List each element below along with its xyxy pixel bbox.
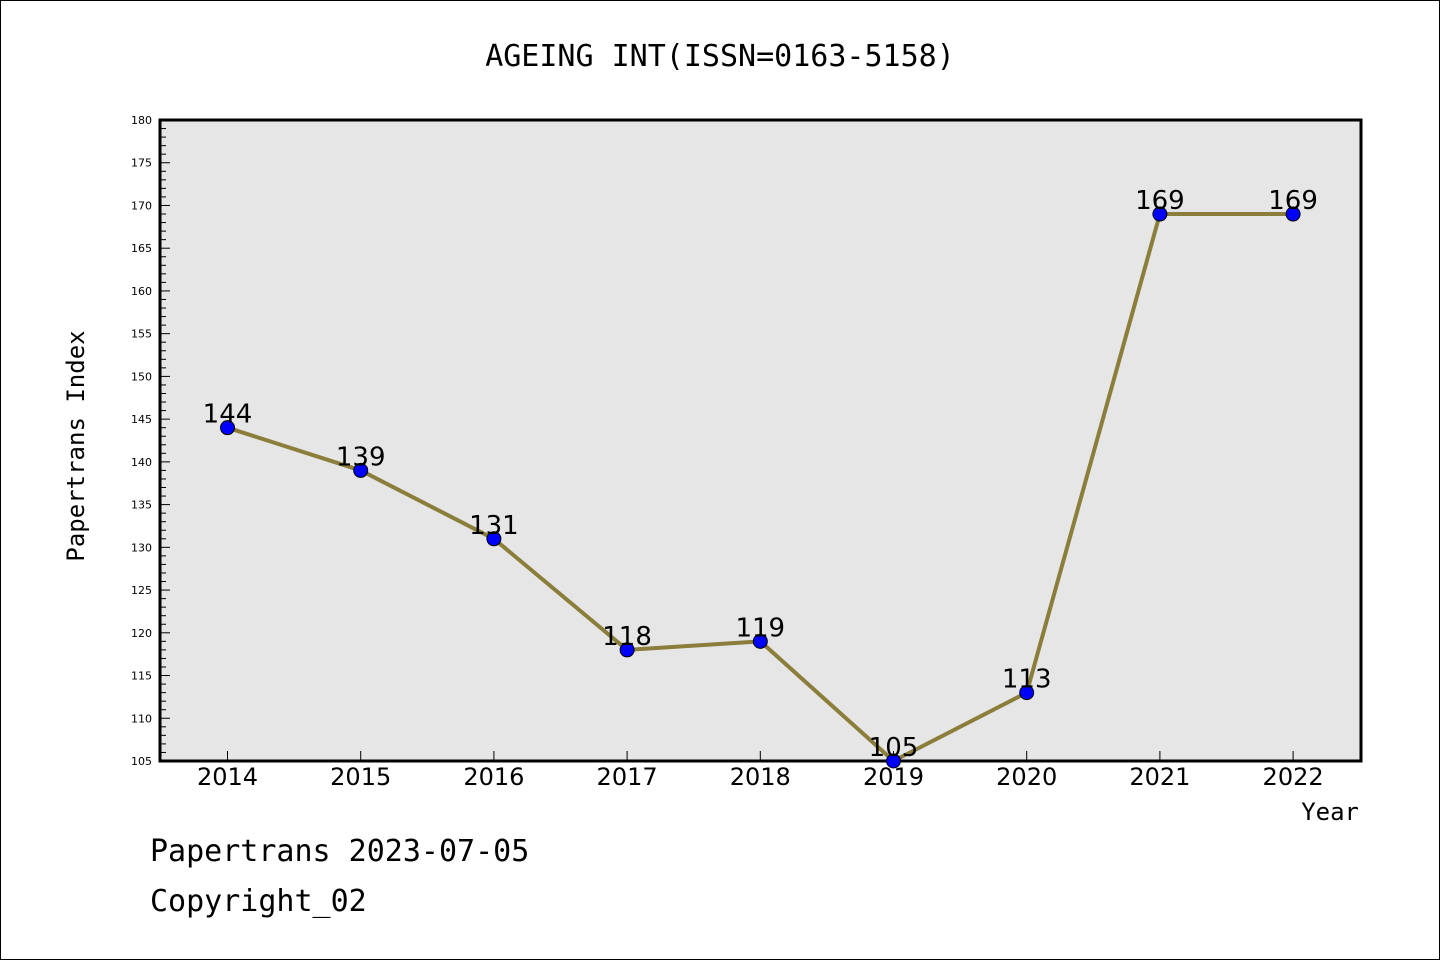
data-label: 118 [602, 622, 652, 652]
data-label: 131 [469, 511, 519, 541]
y-tick-label: 165 [131, 242, 152, 255]
y-axis: 105 110 115 120 125 130 135 140 145 150 155 160 165 1… [131, 114, 170, 768]
data-point [486, 531, 502, 547]
plot-area [158, 118, 1363, 763]
x-tick-label: 2014 [197, 763, 258, 791]
data-point [1019, 685, 1035, 701]
data-label: 169 [1268, 186, 1318, 216]
data-label: 139 [336, 442, 386, 472]
data-point [353, 462, 369, 478]
y-tick-label: 130 [131, 541, 152, 554]
x-axis-label: Year [1301, 798, 1359, 826]
x-tick-label: 2018 [730, 763, 791, 791]
y-tick-label: 175 [131, 157, 152, 170]
y-tick-label: 110 [131, 712, 152, 725]
data-point [1285, 206, 1301, 222]
data-point [1152, 206, 1168, 222]
data-label: 113 [1002, 665, 1052, 695]
y-tick-label: 105 [131, 755, 152, 768]
y-tick-label: 170 [131, 199, 152, 212]
x-tick-label: 2022 [1263, 763, 1324, 791]
footer-date: Papertrans 2023-07-05 [150, 834, 530, 869]
data-point [752, 633, 768, 649]
y-tick-label: 180 [131, 114, 152, 127]
x-tick-label: 2016 [463, 763, 524, 791]
y-tick-label: 120 [131, 627, 152, 640]
x-tick-label: 2021 [1129, 763, 1190, 791]
data-labels: 144 139 131 118 119 105 113 169 169 [203, 186, 1318, 763]
data-point [220, 420, 235, 436]
y-tick-label: 150 [131, 370, 152, 383]
x-tick-label: 2015 [330, 763, 391, 791]
data-label: 119 [735, 613, 785, 643]
y-tick-label: 135 [131, 499, 152, 512]
series-papertrans-index [220, 206, 1301, 769]
y-tick-label: 125 [131, 584, 152, 597]
y-tick-label: 155 [131, 328, 152, 341]
chart-title: AGEING INT(ISSN=0163-5158) [485, 39, 955, 74]
data-label: 169 [1135, 186, 1185, 216]
data-label: 144 [203, 400, 253, 430]
x-tick-label: 2020 [996, 763, 1057, 791]
y-tick-label: 115 [131, 670, 152, 683]
y-tick-label: 140 [131, 456, 152, 469]
footer-copyright: Copyright_02 [150, 884, 367, 919]
x-tick-label: 2017 [597, 763, 658, 791]
data-point [619, 642, 635, 658]
data-label: 105 [869, 733, 919, 763]
y-axis-label: Papertrans Index [62, 330, 90, 561]
y-tick-label: 160 [131, 285, 152, 298]
y-tick-label: 145 [131, 413, 152, 426]
data-point [886, 753, 901, 769]
